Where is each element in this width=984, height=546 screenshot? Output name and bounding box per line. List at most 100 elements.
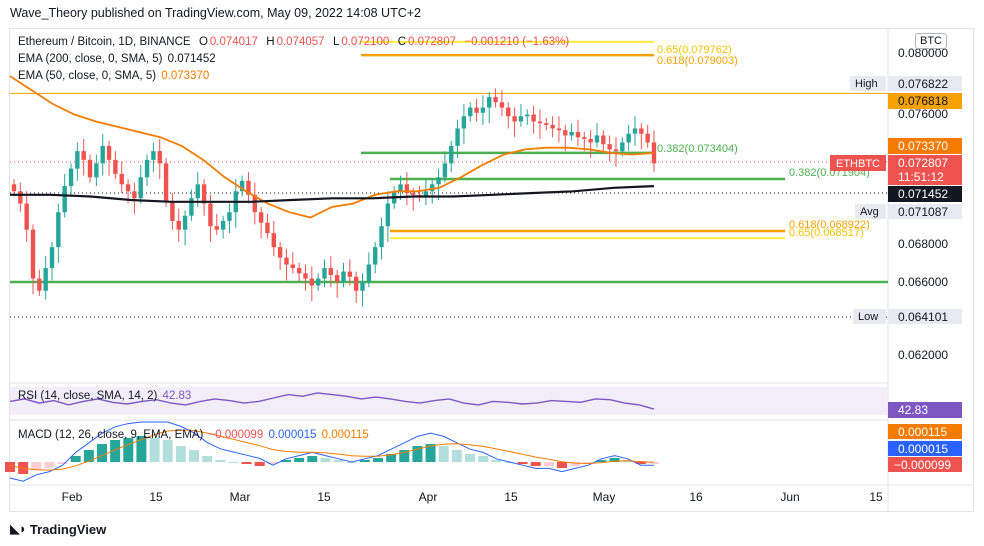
y-tick-label: 0.068000 (898, 237, 948, 251)
candle-body (353, 276, 359, 291)
macd-histogram-bar (425, 444, 436, 462)
avg-tag-label: Avg (860, 206, 879, 218)
macd-histogram-bar (451, 450, 462, 462)
macd-histogram-bar (307, 456, 318, 462)
candle-body (170, 201, 175, 221)
candle-body (43, 268, 48, 291)
avg-value: 0.071087 (898, 205, 948, 219)
ema200-legend[interactable]: EMA (200, close, 0, SMA, 5) 0.071452 (18, 53, 218, 65)
change-value: −0.001210 (−1.63%) (464, 36, 570, 48)
macd-histogram-bar (202, 456, 213, 462)
candle-body (328, 268, 334, 276)
macd-histogram-bar (44, 462, 55, 468)
candle-body (626, 133, 631, 143)
candle-body (290, 264, 296, 269)
macd-histogram-bar (57, 462, 68, 464)
macd-legend[interactable]: MACD (12, 26, close, 9, EMA, EMA) −0.000… (18, 429, 371, 441)
candle-body (18, 191, 23, 204)
candles (11, 88, 657, 307)
chart-frame (9, 28, 974, 512)
candle-body (493, 97, 498, 103)
ema200-legend-value: 0.071452 (167, 53, 216, 65)
candle-body (151, 151, 156, 160)
fib-label: 0.618(0.068922) (789, 219, 870, 231)
macd-histogram-bar (596, 460, 607, 462)
macd-histogram-bar (189, 450, 199, 462)
avg-value-tag (888, 204, 962, 219)
macd-histogram-bar (267, 462, 278, 464)
candle-body (360, 282, 365, 291)
candle-body (518, 116, 524, 122)
macd-histogram-bar (110, 440, 121, 462)
candle-body (49, 247, 55, 269)
macd-histogram-bar (241, 462, 252, 464)
currency-button[interactable]: BTC (915, 33, 947, 49)
candle-body (214, 226, 219, 230)
candle-body (157, 151, 162, 164)
candle-body (220, 220, 226, 230)
macd-histogram-bar (359, 460, 370, 462)
x-tick-label: 15 (869, 490, 883, 504)
candle-body (68, 168, 74, 187)
candle-body (271, 233, 277, 248)
ema50-value: 0.073370 (898, 139, 948, 153)
candle-body (385, 203, 391, 227)
candle-body (468, 107, 473, 117)
candle-body (100, 145, 105, 164)
candle-body (632, 128, 638, 134)
macd-histogram-bar (517, 462, 528, 464)
candle-body (449, 145, 454, 164)
macd-histogram-bar (570, 462, 581, 466)
candle-body (651, 142, 657, 164)
candle-body (315, 278, 321, 286)
x-tick-label: Feb (62, 490, 83, 504)
candle-body (334, 275, 340, 283)
candle-body (404, 184, 410, 194)
macd-histogram-bar (373, 458, 383, 462)
symbol-title: Ethereum / Bitcoin, 1D, BINANCE (18, 36, 191, 48)
rsi-label: RSI (14, close, SMA, 14, 2) (18, 390, 158, 402)
rsi-band (10, 387, 888, 415)
candle-body (366, 264, 372, 283)
macd-histogram-bar (5, 462, 15, 472)
candle-body (106, 145, 112, 160)
candle-body (87, 159, 93, 178)
candle-body (556, 128, 562, 131)
ema-lines (9, 75, 655, 219)
macd-line-value: 0.000015 (268, 429, 317, 441)
candle-body (277, 247, 283, 258)
candle-body (379, 226, 384, 248)
ema50-label: EMA (50, close, 0, SMA, 5) (18, 70, 157, 82)
macd-histogram-bar (543, 462, 554, 466)
rsi-legend[interactable]: RSI (14, close, SMA, 14, 2) 42.83 (18, 390, 193, 402)
main-legend-ohlc: Ethereum / Bitcoin, 1D, BINANCE O 0.07401… (18, 36, 571, 48)
macd-signal-value: 0.000115 (321, 429, 369, 441)
ema200-tag (888, 186, 962, 202)
candle-body (94, 163, 99, 178)
macd-histogram-bar (70, 456, 81, 462)
candle-body (189, 198, 194, 216)
candle-body (575, 131, 581, 138)
ema50-tag (888, 138, 962, 154)
ema200-line (10, 185, 655, 203)
low-value: 0.064101 (898, 310, 948, 324)
candle-body (341, 271, 346, 283)
macd-histogram-bar (320, 458, 331, 462)
candle-body (372, 247, 378, 265)
y-tick-label: 0.080000 (898, 46, 948, 60)
ema200-value: 0.071452 (898, 187, 948, 201)
candle-body (588, 138, 593, 143)
candle-body (37, 278, 42, 291)
macd-histogram-bar (281, 460, 291, 462)
macd-histogram-bar (386, 454, 397, 462)
level-tag (888, 93, 962, 109)
candle-body (81, 151, 86, 160)
x-tick-label: 15 (149, 490, 163, 504)
ema50-line (9, 75, 655, 219)
macd-label: MACD (12, 26, close, 9, EMA, EMA) (18, 429, 204, 441)
ema50-legend[interactable]: EMA (50, close, 0, SMA, 5) 0.073370 (18, 70, 211, 82)
candle-body (423, 191, 429, 197)
tradingview-brand[interactable]: ◣◗ TradingView (10, 521, 106, 537)
low-tag-label: Low (858, 311, 878, 323)
